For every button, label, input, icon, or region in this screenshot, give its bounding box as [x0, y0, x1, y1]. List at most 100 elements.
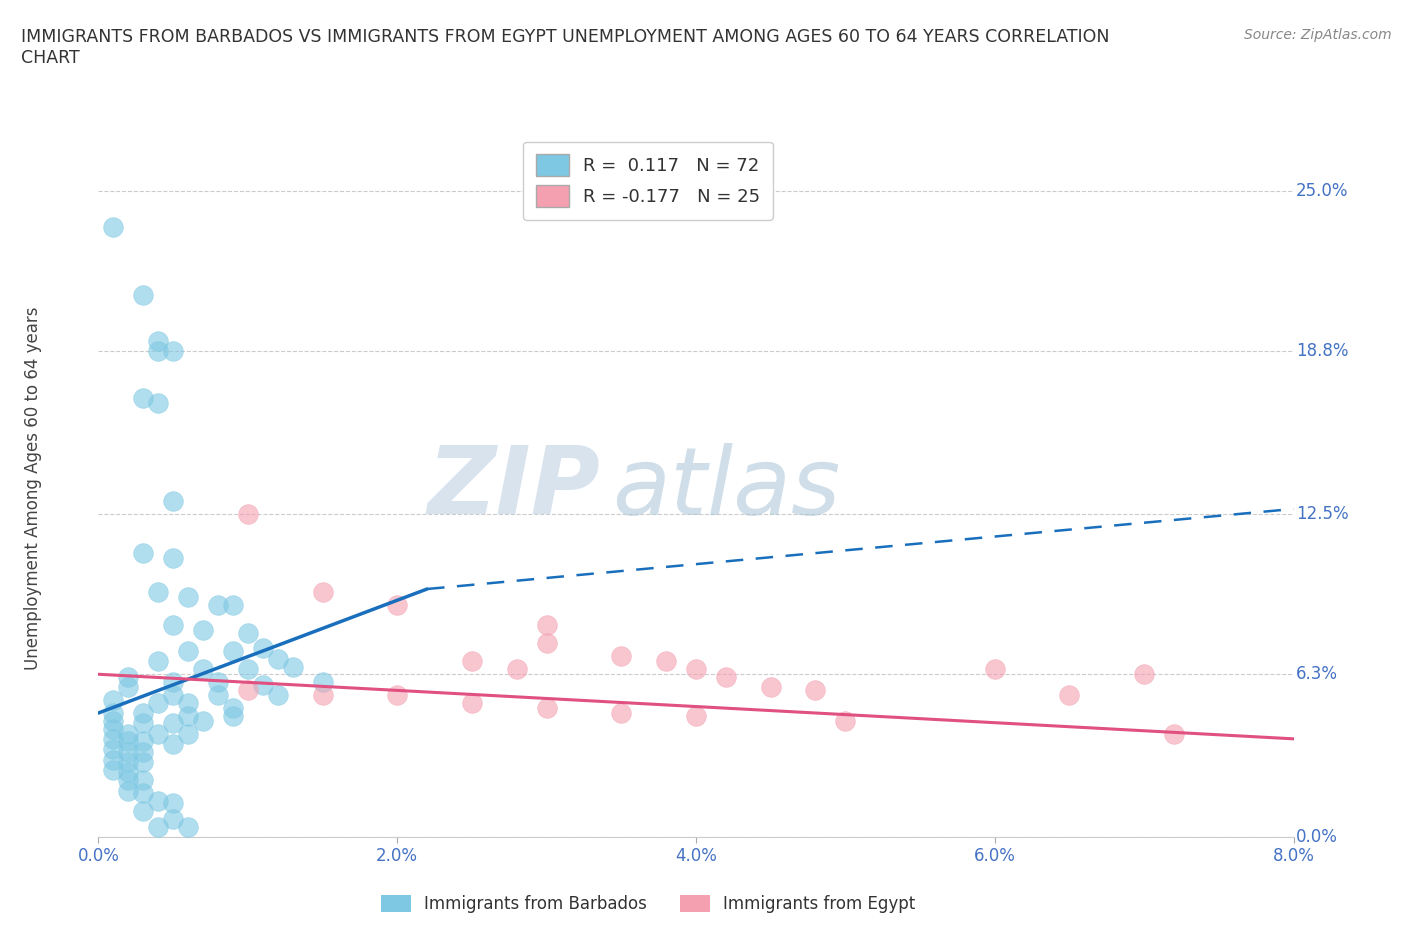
- Point: [834, 713, 856, 728]
- Point: [610, 706, 633, 721]
- Text: atlas: atlas: [612, 443, 841, 534]
- Point: [162, 716, 184, 731]
- Text: 6.3%: 6.3%: [1296, 665, 1339, 684]
- Point: [983, 661, 1005, 676]
- Point: [103, 721, 125, 736]
- Text: 25.0%: 25.0%: [1296, 182, 1348, 200]
- Point: [117, 680, 139, 695]
- Point: [191, 623, 214, 638]
- Point: [236, 661, 259, 676]
- Point: [103, 731, 125, 746]
- Point: [177, 726, 200, 741]
- Point: [132, 786, 155, 801]
- Point: [162, 737, 184, 751]
- Point: [117, 783, 139, 798]
- Point: [655, 654, 678, 669]
- Point: [236, 683, 259, 698]
- Point: [207, 687, 229, 702]
- Point: [117, 670, 139, 684]
- Point: [311, 584, 333, 599]
- Point: [162, 551, 184, 565]
- Point: [714, 670, 737, 684]
- Point: [162, 344, 184, 359]
- Point: [132, 744, 155, 759]
- Point: [117, 744, 139, 759]
- Point: [117, 726, 139, 741]
- Text: ZIP: ZIP: [427, 443, 600, 534]
- Point: [267, 651, 290, 666]
- Point: [177, 644, 200, 658]
- Point: [177, 708, 200, 723]
- Text: 18.8%: 18.8%: [1296, 342, 1348, 360]
- Point: [311, 687, 333, 702]
- Point: [177, 590, 200, 604]
- Point: [103, 713, 125, 728]
- Point: [461, 696, 484, 711]
- Point: [536, 618, 558, 632]
- Point: [162, 674, 184, 689]
- Point: [132, 391, 155, 405]
- Point: [117, 734, 139, 749]
- Legend: Immigrants from Barbados, Immigrants from Egypt: Immigrants from Barbados, Immigrants fro…: [374, 888, 922, 920]
- Point: [148, 344, 170, 359]
- Point: [162, 796, 184, 811]
- Text: Source: ZipAtlas.com: Source: ZipAtlas.com: [1244, 28, 1392, 42]
- Point: [267, 687, 290, 702]
- Point: [162, 687, 184, 702]
- Point: [148, 696, 170, 711]
- Point: [132, 706, 155, 721]
- Point: [506, 661, 529, 676]
- Point: [148, 334, 170, 349]
- Point: [148, 584, 170, 599]
- Point: [132, 287, 155, 302]
- Point: [222, 644, 245, 658]
- Point: [759, 680, 782, 695]
- Point: [804, 683, 827, 698]
- Point: [281, 659, 304, 674]
- Point: [191, 713, 214, 728]
- Point: [252, 677, 274, 692]
- Point: [385, 687, 409, 702]
- Point: [103, 219, 125, 234]
- Point: [177, 819, 200, 834]
- Point: [148, 819, 170, 834]
- Point: [536, 700, 558, 715]
- Point: [536, 636, 558, 651]
- Point: [117, 754, 139, 769]
- Point: [148, 654, 170, 669]
- Point: [132, 716, 155, 731]
- Point: [685, 661, 707, 676]
- Point: [236, 507, 259, 522]
- Point: [222, 708, 245, 723]
- Point: [132, 754, 155, 769]
- Point: [162, 812, 184, 827]
- Text: 12.5%: 12.5%: [1296, 505, 1348, 523]
- Point: [610, 649, 633, 664]
- Point: [207, 674, 229, 689]
- Point: [132, 773, 155, 788]
- Point: [162, 618, 184, 632]
- Point: [685, 708, 707, 723]
- Point: [148, 395, 170, 410]
- Point: [148, 793, 170, 808]
- Point: [117, 765, 139, 780]
- Point: [461, 654, 484, 669]
- Text: Unemployment Among Ages 60 to 64 years: Unemployment Among Ages 60 to 64 years: [24, 307, 42, 670]
- Point: [132, 545, 155, 560]
- Point: [1163, 726, 1185, 741]
- Text: 0.0%: 0.0%: [1296, 828, 1337, 846]
- Point: [177, 696, 200, 711]
- Point: [385, 597, 409, 612]
- Point: [1133, 667, 1156, 682]
- Point: [236, 626, 259, 641]
- Text: IMMIGRANTS FROM BARBADOS VS IMMIGRANTS FROM EGYPT UNEMPLOYMENT AMONG AGES 60 TO : IMMIGRANTS FROM BARBADOS VS IMMIGRANTS F…: [21, 28, 1109, 67]
- Point: [103, 742, 125, 757]
- Point: [103, 763, 125, 777]
- Point: [191, 661, 214, 676]
- Point: [1059, 687, 1081, 702]
- Point: [148, 726, 170, 741]
- Point: [103, 706, 125, 721]
- Point: [252, 641, 274, 656]
- Point: [162, 494, 184, 509]
- Point: [311, 674, 333, 689]
